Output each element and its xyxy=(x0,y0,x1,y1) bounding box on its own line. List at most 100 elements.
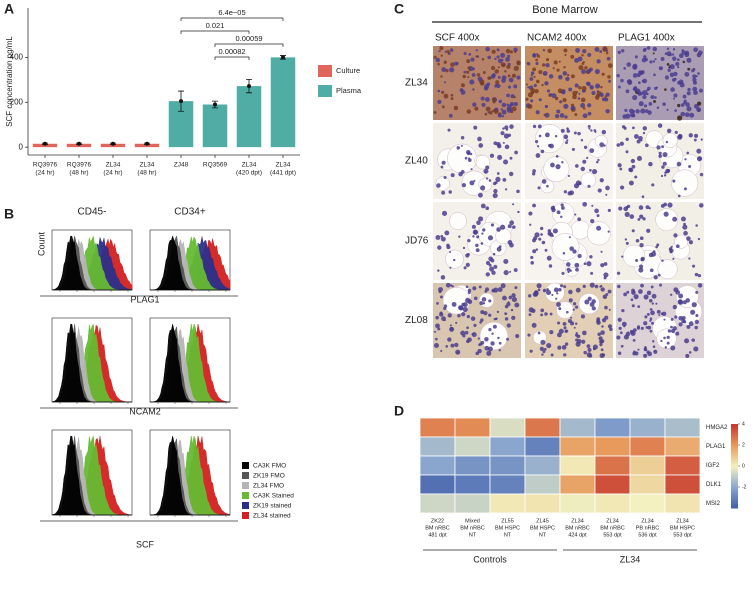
legend-label: Culture xyxy=(336,66,360,75)
cell-nucleus xyxy=(440,275,446,280)
cell-nucleus xyxy=(589,85,594,90)
x-tick-label: (48 hr) xyxy=(69,170,88,177)
cell-nucleus xyxy=(582,107,586,110)
cell-nucleus xyxy=(438,290,442,294)
cell-nucleus xyxy=(461,183,467,188)
cell-nucleus xyxy=(625,150,629,154)
cell-nucleus xyxy=(561,161,564,164)
cell-nucleus xyxy=(690,309,696,315)
cell-nucleus xyxy=(660,339,663,343)
cell-nucleus xyxy=(460,144,463,147)
cell-nucleus xyxy=(687,67,691,71)
cell-nucleus xyxy=(666,335,670,339)
cell-nucleus xyxy=(480,203,486,209)
colorbar-step xyxy=(731,489,738,492)
cell-nucleus xyxy=(666,62,670,66)
cell-nucleus xyxy=(441,105,445,109)
cell-nucleus xyxy=(638,267,644,273)
cell-nucleus xyxy=(443,93,449,99)
cell-nucleus xyxy=(490,341,495,346)
cell-nucleus xyxy=(450,97,454,101)
cell-nucleus xyxy=(693,133,699,139)
cell-nucleus xyxy=(584,299,590,305)
cell-nucleus xyxy=(500,283,506,289)
x-tick-label: ZL34 xyxy=(242,162,257,169)
cell-nucleus xyxy=(561,206,565,210)
cell-nucleus xyxy=(682,300,687,305)
cell-nucleus xyxy=(535,140,539,144)
cell-nucleus xyxy=(605,49,609,52)
cell-nucleus xyxy=(533,75,536,78)
cell-nucleus xyxy=(449,324,452,327)
cell-nucleus xyxy=(606,56,611,61)
cell-nucleus xyxy=(473,179,476,182)
cell-nucleus xyxy=(650,95,655,99)
cell-nucleus xyxy=(485,165,490,170)
cell-nucleus xyxy=(697,274,702,278)
y-axis-label: SCF concentration pg/mL xyxy=(5,36,14,127)
micrograph xyxy=(616,202,704,280)
cell-nucleus xyxy=(652,60,656,63)
cell-nucleus xyxy=(487,76,492,81)
cell-nucleus xyxy=(685,102,690,107)
cell-nucleus xyxy=(544,81,549,86)
cell-nucleus xyxy=(502,141,505,144)
cell-nucleus xyxy=(580,97,586,103)
cell-nucleus xyxy=(466,151,471,156)
cell-nucleus xyxy=(511,315,516,321)
cell-nucleus xyxy=(541,240,546,245)
colorbar-step xyxy=(731,487,738,490)
panel-label: D xyxy=(394,403,404,419)
heatmap-cell xyxy=(454,436,491,457)
cell-nucleus xyxy=(465,285,469,289)
legend-swatch xyxy=(318,65,332,77)
cell-nucleus xyxy=(433,330,437,333)
cell-nucleus xyxy=(540,233,543,236)
cell-nucleus xyxy=(536,54,541,58)
cell-nucleus xyxy=(587,347,592,352)
cell-nucleus xyxy=(577,217,582,222)
cell-nucleus xyxy=(474,106,479,111)
cell-nucleus xyxy=(621,308,625,313)
cell-nucleus xyxy=(508,104,513,108)
cell-nucleus xyxy=(675,290,681,295)
heatmap-cell xyxy=(594,436,631,457)
colorbar-step xyxy=(731,438,738,442)
cell-nucleus xyxy=(555,155,559,158)
cell-nucleus xyxy=(536,283,542,289)
cell-nucleus xyxy=(434,337,438,341)
cell-nucleus xyxy=(596,320,601,325)
cell-nucleus xyxy=(631,229,635,233)
cell-nucleus xyxy=(666,128,672,134)
cell-nucleus xyxy=(463,266,467,270)
cell-nucleus xyxy=(688,240,694,245)
cell-nucleus xyxy=(688,257,691,260)
cell-nucleus xyxy=(497,287,503,293)
cell-nucleus xyxy=(485,106,491,112)
cell-nucleus xyxy=(556,109,561,114)
cell-nucleus xyxy=(484,337,489,342)
colorbar-step xyxy=(731,491,738,494)
cell-nucleus xyxy=(574,57,579,63)
cell-nucleus xyxy=(672,97,675,100)
cell-nucleus xyxy=(570,316,573,319)
cell-nucleus xyxy=(533,290,539,296)
cell-nucleus xyxy=(684,338,690,344)
section-title: Bone Marrow xyxy=(532,4,597,16)
cell-nucleus xyxy=(670,328,676,334)
cell-nucleus xyxy=(540,308,545,313)
cell-nucleus xyxy=(493,188,498,194)
fat-cell xyxy=(543,156,570,182)
heatmap-cell xyxy=(524,436,561,457)
cell-nucleus xyxy=(563,48,568,53)
legend-swatch xyxy=(242,472,249,479)
cell-nucleus xyxy=(549,312,553,316)
cell-nucleus xyxy=(507,301,510,304)
cell-nucleus xyxy=(482,228,486,232)
column-label: 481 dpt xyxy=(428,532,447,538)
colorbar-step xyxy=(731,440,738,444)
colorbar-step xyxy=(731,463,738,467)
micrograph xyxy=(525,46,613,120)
cell-nucleus xyxy=(480,318,484,322)
cell-nucleus xyxy=(578,92,581,95)
